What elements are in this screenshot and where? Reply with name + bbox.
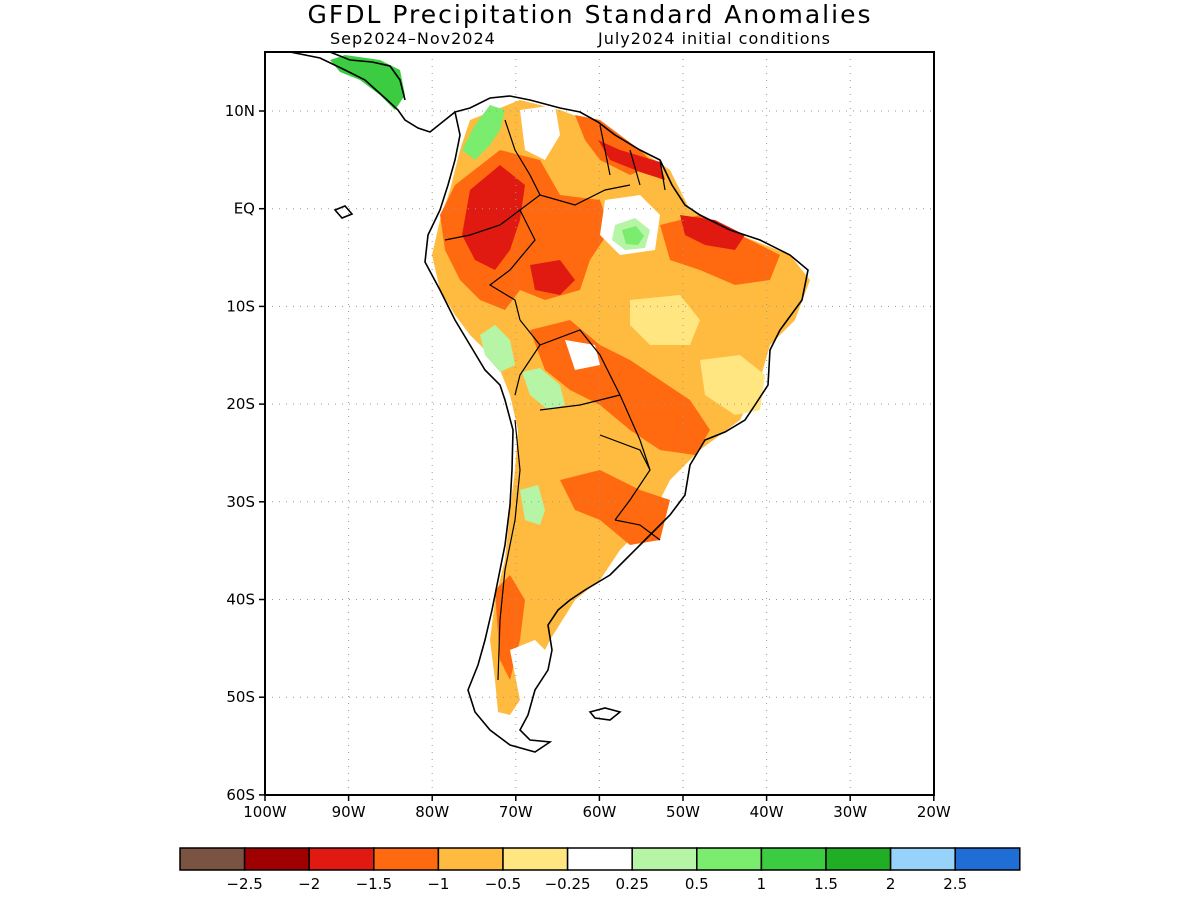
anomaly-region-deficit-patagonia bbox=[495, 575, 525, 680]
border-bolivia-paraguay bbox=[539, 394, 621, 411]
colorbar-label: 0.25 bbox=[615, 875, 648, 893]
lon-label: 80W bbox=[415, 803, 449, 821]
colorbar-label: 1 bbox=[757, 875, 767, 893]
colorbar-labels: −2.5 −2 −1.5 −1 −0.5 −0.25 0.25 0.5 1 1.5 2 2.5 bbox=[226, 875, 967, 893]
lat-label: 10N bbox=[225, 102, 255, 120]
colorbar-label: 2 bbox=[886, 875, 896, 893]
anomaly-region-wet-amazon-inner bbox=[622, 226, 644, 245]
galapagos-islands bbox=[333, 205, 354, 219]
colorbar-label: −0.5 bbox=[485, 875, 521, 893]
colorbar-label: 0.5 bbox=[685, 875, 709, 893]
map-content bbox=[265, 52, 934, 795]
border-colombia-venezuela bbox=[504, 119, 541, 211]
colorbar-swatch bbox=[179, 847, 246, 871]
lon-label: 50W bbox=[666, 803, 700, 821]
colorbar bbox=[179, 847, 1021, 871]
colorbar-swatch bbox=[954, 847, 1021, 871]
lat-label: 20S bbox=[226, 395, 255, 413]
lon-label: 60W bbox=[582, 803, 616, 821]
colorbar-label: −2 bbox=[298, 875, 320, 893]
anomaly-region-strong-deficit-amapa bbox=[680, 215, 745, 250]
falkland-islands bbox=[588, 707, 622, 721]
anomaly-region-strong-deficit-amazon bbox=[530, 260, 575, 295]
map-title: GFDL Precipitation Standard Anomalies bbox=[307, 0, 873, 29]
colorbar-label: 2.5 bbox=[943, 875, 967, 893]
lat-label: 10S bbox=[226, 297, 255, 315]
colorbar-swatch bbox=[696, 847, 763, 871]
longitude-labels: 100W 90W 80W 70W 60W 50W 40W 30W 20W bbox=[243, 803, 951, 821]
anomaly-region-wet-argentina bbox=[520, 485, 545, 525]
lon-label: 100W bbox=[243, 803, 287, 821]
colorbar-label: 1.5 bbox=[814, 875, 838, 893]
border-peru-brazil bbox=[488, 209, 536, 321]
colorbar-swatch bbox=[437, 847, 504, 871]
anomaly-region-wet-andes-peru bbox=[480, 325, 515, 372]
colorbar-label: −1.5 bbox=[356, 875, 392, 893]
country-borders bbox=[444, 119, 666, 681]
anomaly-region-neutral-patagonia bbox=[510, 640, 555, 700]
border-argentina-brazil bbox=[599, 434, 651, 521]
colorbar-swatch bbox=[631, 847, 698, 871]
lon-label: 30W bbox=[833, 803, 867, 821]
colorbar-swatch bbox=[825, 847, 892, 871]
anomaly-region-wet-bolivia bbox=[522, 368, 565, 410]
colorbar-swatch bbox=[243, 847, 310, 871]
season-label: Sep2024–Nov2024 bbox=[330, 29, 496, 48]
border-uruguay bbox=[614, 519, 661, 541]
lat-label: 30S bbox=[226, 493, 255, 511]
latitude-labels: 10N EQ 10S 20S 30S 40S 50S 60S bbox=[225, 102, 255, 804]
lat-label: EQ bbox=[234, 200, 255, 218]
colorbar-swatch bbox=[308, 847, 375, 871]
central-america-coast bbox=[289, 52, 456, 133]
border-paraguay-brazil bbox=[619, 394, 651, 471]
lon-label: 20W bbox=[917, 803, 951, 821]
anomaly-region-wet-colombia bbox=[462, 105, 505, 160]
lat-label: 40S bbox=[226, 591, 255, 609]
anomaly-region-neutral-bolivia bbox=[565, 340, 600, 370]
colorbar-label: −1 bbox=[427, 875, 449, 893]
anomaly-region-strong-deficit-coast bbox=[598, 140, 665, 180]
colorbar-label: −0.25 bbox=[545, 875, 591, 893]
south-america-coast bbox=[424, 95, 809, 753]
colorbar-swatch bbox=[889, 847, 956, 871]
lat-label: 60S bbox=[226, 786, 255, 804]
coastline bbox=[289, 52, 809, 753]
lon-label: 40W bbox=[750, 803, 784, 821]
anomaly-region-light-east bbox=[700, 355, 765, 415]
initial-conditions-label: July2024 initial conditions bbox=[598, 29, 831, 48]
colorbar-swatch bbox=[566, 847, 633, 871]
colorbar-label: −2.5 bbox=[226, 875, 262, 893]
anomaly-shading bbox=[330, 55, 810, 715]
lon-label: 90W bbox=[332, 803, 366, 821]
border-colombia-peru bbox=[444, 209, 521, 241]
colorbar-swatch bbox=[502, 847, 569, 871]
axis-ticks bbox=[259, 110, 935, 801]
colorbar-swatch bbox=[373, 847, 440, 871]
lon-label: 70W bbox=[499, 803, 533, 821]
colorbar-swatch bbox=[760, 847, 827, 871]
border-guianas bbox=[599, 124, 666, 191]
border-venezuela-brazil bbox=[539, 184, 631, 206]
border-bolivia-brazil bbox=[539, 329, 621, 396]
anomaly-region-neutral-north bbox=[520, 105, 560, 160]
border-argentina-chile bbox=[497, 419, 521, 681]
anomaly-region-strong-deficit-peru bbox=[462, 165, 525, 270]
lat-label: 50S bbox=[226, 688, 255, 706]
border-peru-bolivia bbox=[514, 319, 541, 396]
